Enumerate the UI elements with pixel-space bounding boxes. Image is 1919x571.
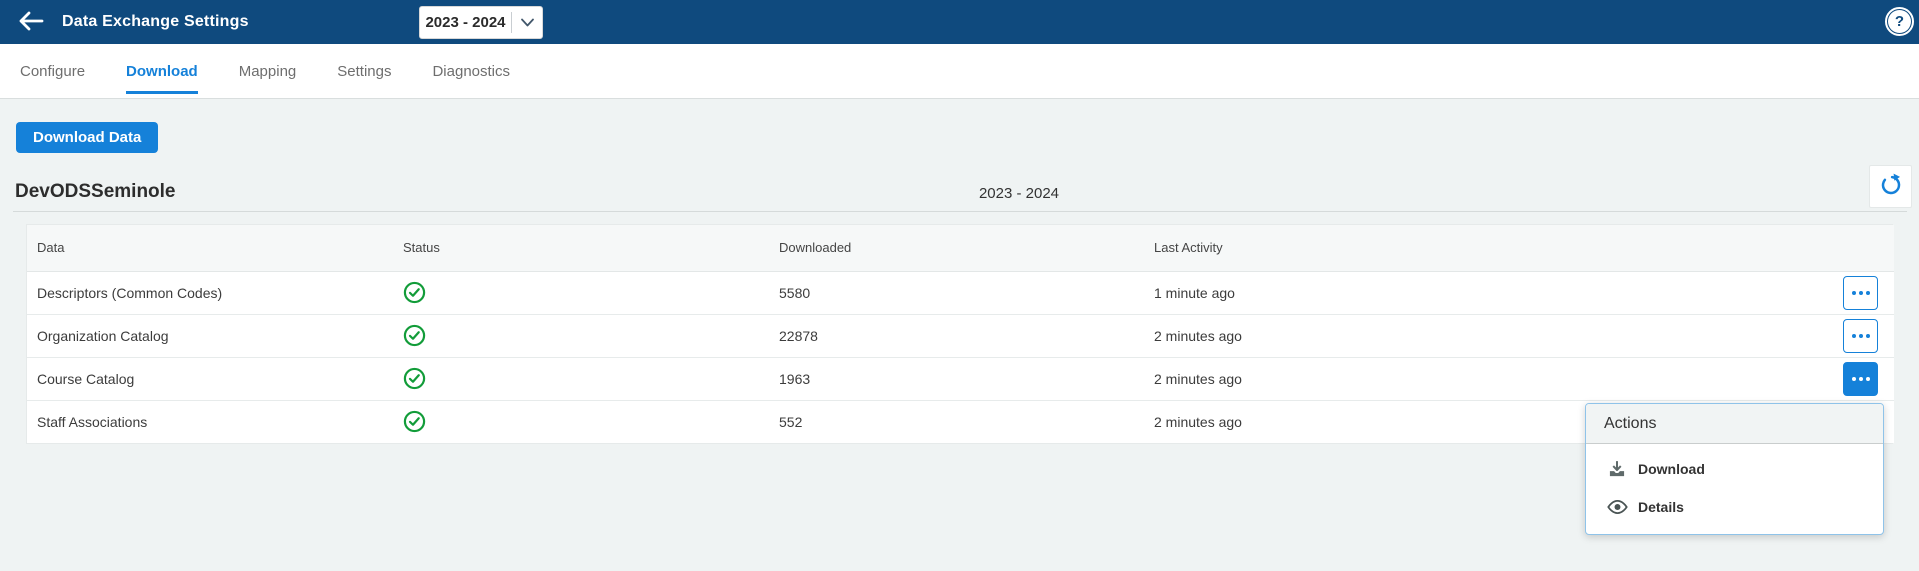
column-header-data: Data (27, 225, 393, 272)
refresh-button[interactable] (1869, 165, 1912, 208)
last-activity-cell: 1 minute ago (1144, 271, 1814, 315)
download-data-button[interactable]: Download Data (16, 122, 159, 153)
last-activity-cell: 2 minutes ago (1144, 357, 1814, 401)
download-icon (1606, 459, 1628, 479)
section-divider (13, 211, 1907, 212)
data-cell: Staff Associations (27, 400, 393, 443)
help-button[interactable]: ? (1885, 7, 1914, 36)
tab-download[interactable]: Download (126, 44, 198, 98)
menu-item-label: Download (1638, 461, 1705, 477)
page-title: Data Exchange Settings (62, 13, 249, 30)
refresh-icon (1879, 173, 1903, 200)
dropdown-divider (511, 12, 512, 33)
table-row: Descriptors (Common Codes) 5580 1 minute… (27, 271, 1894, 315)
last-activity-cell: 2 minutes ago (1144, 314, 1814, 358)
tab-settings[interactable]: Settings (337, 62, 392, 80)
actions-menu-title: Actions (1586, 404, 1883, 444)
success-check-icon (403, 281, 426, 304)
actions-cell (1814, 314, 1894, 358)
success-check-icon (403, 410, 426, 433)
downloaded-cell: 1963 (769, 357, 1144, 401)
download-status-card: Data Status Downloaded Last Activity Des… (26, 224, 1894, 444)
table-row: Organization Catalog 22878 2 minutes ago (27, 314, 1894, 358)
downloaded-cell: 22878 (769, 314, 1144, 358)
back-button[interactable] (14, 5, 48, 39)
status-cell (393, 400, 769, 443)
row-actions-button[interactable] (1843, 361, 1878, 396)
data-cell: Course Catalog (27, 357, 393, 401)
data-cell: Organization Catalog (27, 314, 393, 358)
tab-configure[interactable]: Configure (20, 62, 86, 80)
chevron-down-icon (512, 18, 542, 27)
status-cell (393, 271, 769, 315)
instance-name: DevODSSeminole (15, 181, 176, 202)
column-header-actions (1814, 225, 1894, 272)
success-check-icon (403, 367, 426, 390)
table-row: Course Catalog 1963 2 minutes ago (27, 357, 1894, 401)
actions-cell (1814, 357, 1894, 401)
menu-item-download[interactable]: Download (1586, 450, 1883, 488)
ellipsis-icon (1851, 376, 1856, 381)
top-header: Data Exchange Settings 2023 - 2024 ? (0, 0, 1919, 44)
downloaded-cell: 552 (769, 400, 1144, 443)
row-actions-button[interactable] (1843, 275, 1878, 310)
school-year-dropdown[interactable]: 2023 - 2024 (419, 6, 543, 39)
ellipsis-icon (1851, 290, 1856, 295)
column-header-last-activity: Last Activity (1144, 225, 1814, 272)
menu-item-details[interactable]: Details (1586, 488, 1883, 526)
column-header-downloaded: Downloaded (769, 225, 1144, 272)
table-header-row: Data Status Downloaded Last Activity (27, 225, 1894, 272)
download-status-table: Data Status Downloaded Last Activity Des… (27, 225, 1894, 443)
column-header-status: Status (393, 225, 769, 272)
tab-bar: Configure Download Mapping Settings Diagnost… (0, 44, 1919, 99)
arrow-left-icon (18, 11, 44, 34)
status-cell (393, 357, 769, 401)
menu-item-label: Details (1638, 499, 1684, 515)
tab-mapping[interactable]: Mapping (238, 62, 297, 80)
school-year-value: 2023 - 2024 (425, 14, 506, 31)
data-cell: Descriptors (Common Codes) (27, 271, 393, 315)
row-actions-button[interactable] (1843, 318, 1878, 353)
eye-icon (1606, 499, 1628, 515)
downloaded-cell: 5580 (769, 271, 1144, 315)
section-school-year: 2023 - 2024 (978, 185, 1060, 202)
actions-menu-body: Download Details (1586, 444, 1883, 534)
ellipsis-icon (1851, 333, 1856, 338)
actions-cell (1814, 271, 1894, 315)
tab-diagnostics[interactable]: Diagnostics (432, 62, 511, 80)
actions-menu: Actions Download (1585, 403, 1884, 535)
success-check-icon (403, 324, 426, 347)
status-cell (393, 314, 769, 358)
